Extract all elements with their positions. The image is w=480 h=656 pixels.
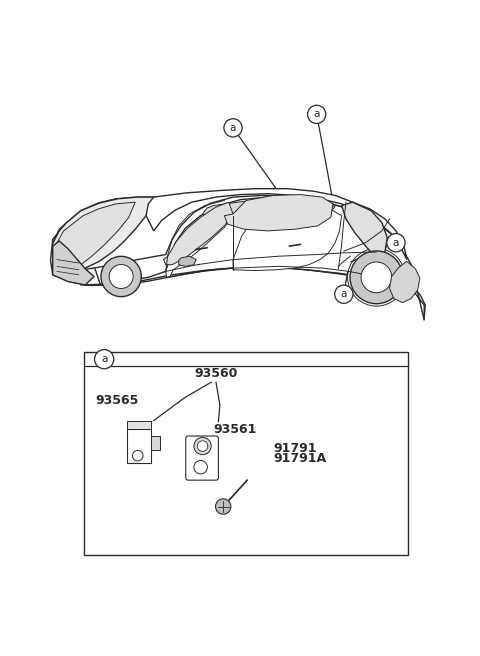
Text: 93561: 93561 xyxy=(214,423,257,436)
Circle shape xyxy=(350,251,403,304)
Circle shape xyxy=(335,285,353,303)
Circle shape xyxy=(224,119,242,137)
Circle shape xyxy=(95,350,114,369)
Text: a: a xyxy=(313,110,320,119)
Polygon shape xyxy=(146,189,374,231)
Text: a: a xyxy=(230,123,236,133)
Text: a: a xyxy=(393,237,399,248)
Polygon shape xyxy=(224,195,333,231)
Polygon shape xyxy=(342,202,387,260)
Text: a: a xyxy=(341,289,347,299)
Bar xyxy=(151,436,160,450)
Text: 93565: 93565 xyxy=(96,394,139,407)
Text: 91791: 91791 xyxy=(274,442,317,455)
Polygon shape xyxy=(85,197,424,320)
Text: 93560: 93560 xyxy=(194,367,238,380)
Circle shape xyxy=(194,438,211,455)
Circle shape xyxy=(109,264,133,289)
Polygon shape xyxy=(164,202,233,264)
FancyBboxPatch shape xyxy=(186,436,218,480)
Circle shape xyxy=(361,262,392,293)
Polygon shape xyxy=(179,256,196,266)
Polygon shape xyxy=(53,197,154,272)
Circle shape xyxy=(387,234,405,252)
Text: a: a xyxy=(101,354,108,364)
Polygon shape xyxy=(50,222,100,285)
Circle shape xyxy=(101,256,141,297)
Polygon shape xyxy=(53,193,407,272)
Circle shape xyxy=(308,105,326,123)
Polygon shape xyxy=(55,202,135,269)
Polygon shape xyxy=(166,211,231,277)
Text: 91791A: 91791A xyxy=(274,452,327,465)
Circle shape xyxy=(348,249,405,306)
Polygon shape xyxy=(53,241,94,285)
Circle shape xyxy=(197,441,208,451)
Polygon shape xyxy=(203,199,335,225)
Circle shape xyxy=(216,499,231,514)
Polygon shape xyxy=(233,210,342,270)
Bar xyxy=(84,352,408,554)
Bar xyxy=(127,429,151,463)
Polygon shape xyxy=(389,261,420,302)
Bar xyxy=(127,421,151,429)
